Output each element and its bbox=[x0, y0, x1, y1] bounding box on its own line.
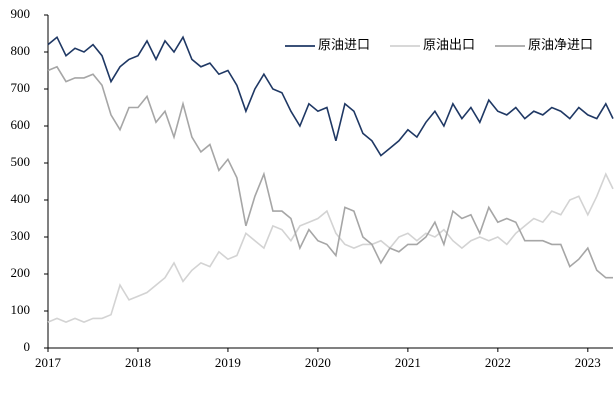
y-tick-label: 600 bbox=[11, 117, 31, 132]
y-tick-label: 400 bbox=[11, 191, 31, 206]
y-tick-label: 500 bbox=[11, 154, 31, 169]
series-line bbox=[47, 65, 613, 279]
y-tick-label: 900 bbox=[11, 6, 31, 21]
legend-label: 原油出口 bbox=[423, 37, 475, 52]
legend-label: 原油进口 bbox=[318, 37, 370, 52]
y-tick-label: 300 bbox=[11, 228, 31, 243]
x-tick-label: 2018 bbox=[125, 355, 151, 370]
x-tick-label: 2019 bbox=[215, 355, 241, 370]
x-tick-label: 2021 bbox=[395, 355, 421, 370]
legend-label: 原油净进口 bbox=[528, 37, 593, 52]
x-tick-label: 2022 bbox=[485, 355, 511, 370]
y-tick-label: 100 bbox=[11, 302, 31, 317]
y-tick-label: 700 bbox=[11, 80, 31, 95]
y-tick-label: 200 bbox=[11, 265, 31, 280]
x-tick-label: 2020 bbox=[305, 355, 331, 370]
series-line bbox=[47, 35, 614, 157]
y-tick-label: 800 bbox=[11, 43, 31, 58]
x-tick-label: 2017 bbox=[35, 355, 62, 370]
y-tick-label: 0 bbox=[24, 339, 31, 354]
series-line bbox=[47, 172, 614, 323]
x-tick-label: 2023 bbox=[575, 355, 601, 370]
